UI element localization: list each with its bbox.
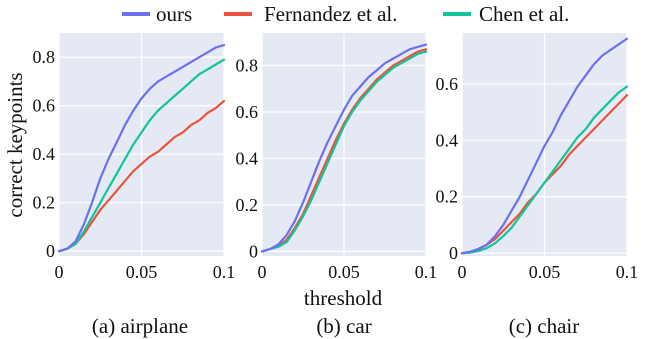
x-tick-label-car: 0.05 [328,262,360,282]
y-tick-label-car: 0.2 [236,195,259,215]
legend-label-chen: Chen et al. [479,2,569,26]
x-tick-label-car: 0.1 [415,262,438,282]
x-tick-label-chair: 0 [458,262,467,282]
y-tick-label-chair: 0 [449,243,458,263]
legend: ours Fernandez et al. Chen et al. [122,2,569,26]
x-axis-label: threshold [304,286,383,310]
x-tick-label-airplane: 0.05 [126,262,158,282]
y-tick-label-chair: 0.2 [436,187,459,207]
x-tick-label-airplane: 0 [55,262,64,282]
x-tick-label-airplane: 0.1 [213,262,236,282]
y-tick-label-chair: 0.4 [436,130,459,150]
y-tick-label-airplane: 0.8 [33,47,56,67]
series-line-chen-car [260,50,428,253]
y-tick-label-airplane: 0 [46,241,55,261]
legend-label-ours: ours [156,2,192,26]
y-tick-label-airplane: 0.4 [33,144,56,164]
caption-car: (b) car [316,314,371,338]
x-tick-label-car: 0 [258,262,267,282]
y-tick-label-car: 0.8 [236,56,259,76]
panel-airplane: 0 0.05 0.1 0 0.2 0.4 0.6 0.8 [33,33,236,282]
panel-chair: 0 0.05 0.1 0 0.2 0.4 0.6 [436,33,639,282]
y-tick-label-chair: 0.6 [436,74,459,94]
series-line-chen-chair [460,85,629,255]
series-line-fernandez-car [260,48,428,253]
y-tick-label-airplane: 0.2 [33,193,56,213]
series-line-ours-chair [460,37,629,255]
y-tick-label-car: 0.6 [236,102,259,122]
y-tick-label-car: 0 [249,241,258,261]
y-tick-label-car: 0.4 [236,148,259,168]
x-tick-label-chair: 0.1 [616,262,639,282]
legend-label-fernandez: Fernandez et al. [264,2,398,26]
caption-airplane: (a) airplane [92,314,188,338]
y-tick-label-airplane: 0.6 [33,96,56,116]
y-axis-label: correct keypoints [3,72,27,217]
caption-chair: (c) chair [509,314,580,338]
series-line-chen-airplane [57,58,226,253]
series-line-ours-airplane [57,43,226,253]
x-tick-label-chair: 0.05 [529,262,561,282]
series-line-ours-car [260,43,428,253]
series-line-fernandez-airplane [57,99,226,253]
panel-car: 0 0.05 0.1 0 0.2 0.4 0.6 0.8 [236,33,438,282]
